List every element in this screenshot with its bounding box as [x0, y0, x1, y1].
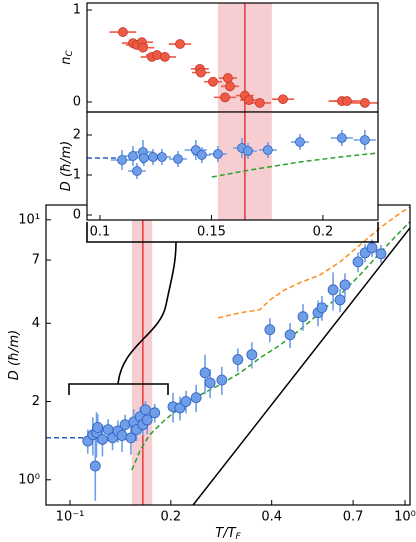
- y-tick-label: 7: [32, 253, 40, 268]
- data-point: [223, 73, 233, 83]
- y-axis-label: nC: [59, 50, 75, 65]
- x-label-main: T/T: [215, 526, 236, 541]
- data-point: [175, 39, 185, 49]
- data-point: [140, 404, 151, 416]
- data-point: [334, 294, 346, 306]
- data-point: [297, 311, 309, 323]
- plot-area: [109, 3, 378, 112]
- data-point: [149, 407, 161, 419]
- data-point: [157, 152, 167, 162]
- plot-area: [87, 112, 378, 220]
- data-point: [220, 92, 230, 103]
- data-point: [212, 149, 223, 159]
- data-point: [254, 97, 265, 108]
- y-label-main: D (ħ/m): [59, 141, 74, 191]
- data-point: [216, 374, 228, 386]
- x-tick-label: 0.4: [261, 510, 282, 525]
- data-point: [196, 150, 207, 160]
- data-point: [246, 349, 258, 361]
- x-tick-label: 0.15: [197, 225, 226, 240]
- x-tick-label: 0.7: [343, 510, 364, 525]
- x-tick-label: 10⁻¹: [56, 510, 85, 525]
- data-point: [225, 81, 235, 92]
- data-point: [132, 166, 142, 176]
- data-point: [116, 430, 128, 441]
- data-point: [199, 367, 211, 379]
- data-point: [243, 146, 253, 156]
- range-bracket: [68, 383, 169, 395]
- data-point: [196, 67, 206, 78]
- y-tick-label: 10⁰: [18, 472, 40, 487]
- data-point: [262, 145, 273, 155]
- x-label-sub: F: [236, 532, 242, 542]
- data-point: [359, 97, 370, 108]
- y-label-main: n: [59, 57, 74, 65]
- data-point: [92, 422, 104, 433]
- y-axis-label: D (ħ/m): [59, 141, 74, 191]
- data-point: [138, 42, 148, 53]
- data-point: [118, 27, 128, 37]
- data-point: [190, 392, 202, 404]
- connector-curve: [117, 241, 177, 385]
- solid-line: [192, 227, 410, 505]
- data-point: [97, 434, 108, 445]
- plot-area: [46, 205, 410, 505]
- data-point: [159, 52, 170, 62]
- x-axis-label: T/TF: [215, 526, 241, 542]
- x-tick-label: 0.1: [90, 225, 111, 240]
- x-tick-label: 0.2: [160, 510, 181, 525]
- data-point: [89, 460, 101, 472]
- axes-frame: [86, 111, 379, 221]
- data-point: [278, 94, 288, 105]
- y-tick-label: 10¹: [18, 212, 40, 227]
- data-point: [148, 152, 158, 162]
- data-point: [138, 153, 149, 163]
- y-label-main: D (ħ/m): [7, 330, 22, 380]
- data-point: [327, 284, 339, 296]
- dashed-curve: [131, 221, 410, 471]
- data-point: [173, 154, 183, 164]
- data-point: [375, 248, 387, 260]
- data-point: [366, 242, 378, 254]
- y-tick-label: 1: [73, 2, 81, 17]
- x-tick-label: 10⁰: [394, 510, 416, 525]
- data-point: [284, 329, 296, 341]
- data-point: [264, 324, 276, 336]
- inset-connector: [68, 222, 379, 395]
- data-point: [295, 137, 305, 147]
- x-tick-label: 0.2: [313, 225, 334, 240]
- data-point: [342, 96, 352, 106]
- data-point: [316, 302, 328, 314]
- data-point: [232, 354, 244, 365]
- y-tick-label: 0: [73, 94, 81, 109]
- y-axis-label: D (ħ/m): [7, 330, 22, 380]
- dashed-curve: [218, 206, 410, 319]
- data-point: [180, 396, 192, 407]
- data-point: [243, 95, 254, 106]
- data-point: [352, 256, 364, 268]
- data-point: [117, 155, 127, 165]
- data-point: [141, 414, 153, 426]
- data-point: [208, 76, 218, 87]
- data-point: [336, 133, 347, 143]
- y-tick-label: 2: [32, 394, 40, 409]
- y-tick-label: 2: [73, 128, 81, 143]
- dashed-curve: [211, 152, 378, 178]
- data-point: [128, 151, 138, 161]
- main-plot: 10⁰ 2 4 7 10¹ 10⁻¹ 0.2 0.4 0.7 10⁰ D (ħ/m) T/TF: [7, 204, 416, 542]
- inset: 0 1 nC 0 1 2 0.1 0.15 0.2 D (ħ/m): [59, 2, 379, 240]
- data-point: [339, 279, 351, 291]
- data-point: [359, 135, 370, 145]
- shaded-band: [131, 205, 153, 505]
- y-tick-label: 0: [73, 208, 81, 223]
- data-point: [125, 432, 137, 444]
- y-tick-label: 4: [32, 316, 40, 331]
- data-point: [204, 377, 216, 389]
- y-tick-label: 1: [73, 168, 81, 183]
- y-label-sub: C: [65, 50, 75, 57]
- inset-bracket: [86, 222, 379, 243]
